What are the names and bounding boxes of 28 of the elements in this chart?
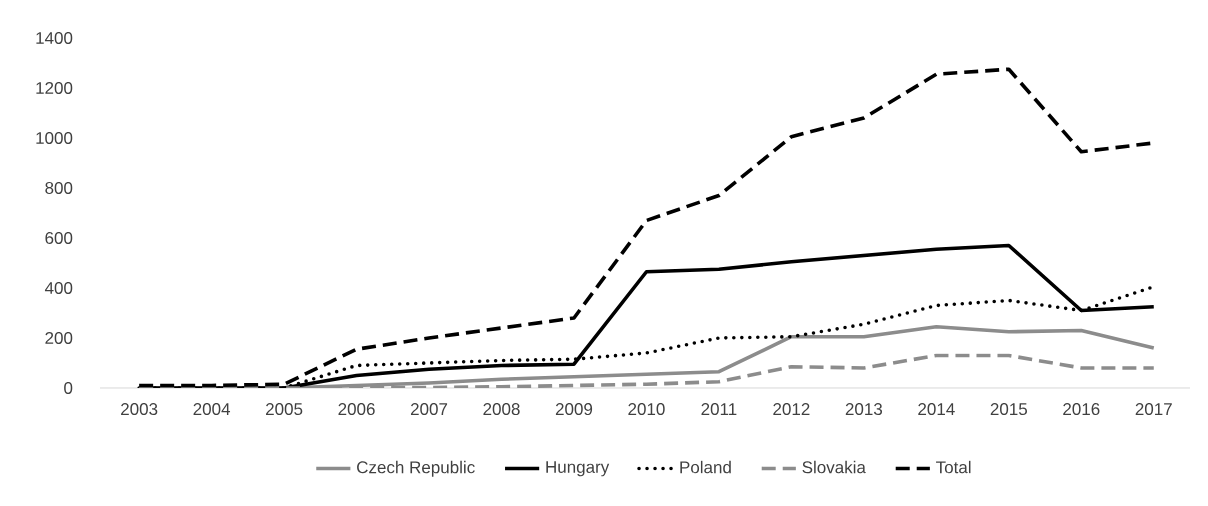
x-tick-label: 2015 [990,403,1028,416]
x-tick-label: 2012 [773,403,810,416]
x-tick-label: 2013 [845,403,883,416]
x-tick-label: 2014 [918,403,955,416]
x-tick-label: 2016 [1063,403,1100,416]
x-tick-label: 2008 [483,403,520,416]
x-tick-label: 2009 [555,403,593,416]
x-tick-label: 2004 [193,403,231,416]
legend-label: Czech Republic [357,460,475,477]
x-tick-label: 2005 [266,403,303,416]
y-tick-label: 1000 [36,131,73,144]
y-tick-label: 200 [45,331,73,344]
x-tick-label: 2006 [338,403,375,416]
legend-label: Slovakia [802,460,866,474]
y-tick-label: 400 [44,281,73,294]
y-tick-label: 1200 [36,81,73,94]
x-tick-label: 2011 [701,403,737,416]
x-tick-label: 2010 [628,403,665,416]
y-tick-label: 0 [64,381,73,394]
legend-label: Hungary [546,461,610,477]
y-tick-label: 1400 [36,31,73,44]
x-tick-label: 2003 [121,403,158,416]
x-tick-label: 2017 [1135,403,1172,416]
x-tick-label: 2007 [410,403,448,416]
legend-label: Total [936,460,971,474]
y-tick-label: 800 [45,181,73,194]
y-tick-label: 600 [45,231,73,244]
legend-label: Poland [680,460,731,474]
